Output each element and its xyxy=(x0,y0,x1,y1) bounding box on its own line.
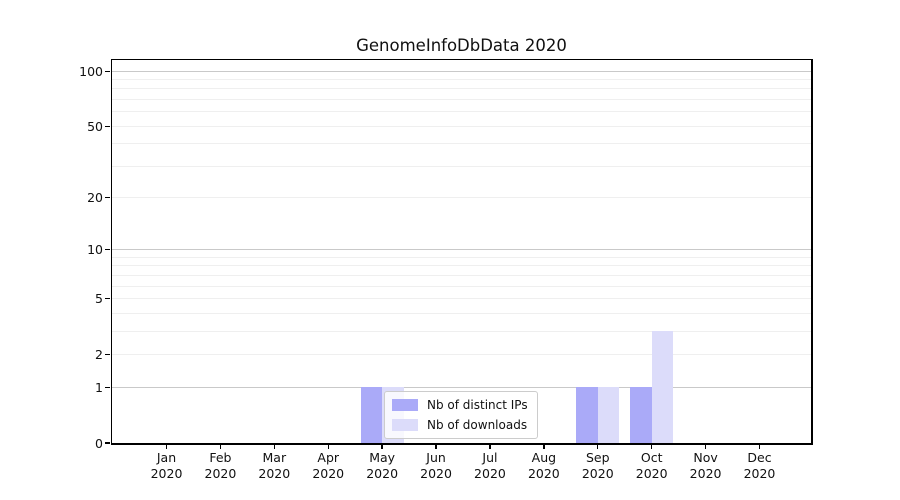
bar-distinct-ips xyxy=(630,387,652,443)
y-gridline-minor xyxy=(112,165,811,167)
bar-distinct-ips xyxy=(360,387,383,443)
y-gridline-minor xyxy=(112,125,811,127)
y-tick-label: 20 xyxy=(87,190,103,206)
y-gridline-minor xyxy=(112,88,811,90)
y-tick-mark xyxy=(105,197,110,199)
chart-title: GenomeInfoDbData 2020 xyxy=(356,36,567,55)
y-tick-label: 2 xyxy=(95,346,103,362)
legend-row-downloads: Nb of downloads xyxy=(392,416,528,434)
legend-row-distinct-ips: Nb of distinct IPs xyxy=(392,396,528,414)
x-tick-label: Jul 2020 xyxy=(474,450,506,481)
y-gridline-major xyxy=(112,70,811,72)
y-gridline-major xyxy=(112,249,811,251)
y-tick-mark xyxy=(105,70,110,72)
y-gridline-minor xyxy=(112,353,811,355)
x-tick-label: Sep 2020 xyxy=(581,450,614,481)
y-gridline-minor xyxy=(112,265,811,267)
x-tick-label: Mar 2020 xyxy=(258,450,291,481)
y-gridline-minor xyxy=(112,79,811,81)
y-tick-mark xyxy=(105,386,110,388)
x-tick-mark xyxy=(597,444,599,449)
y-gridline-minor xyxy=(112,99,811,101)
x-tick-label: May 2020 xyxy=(366,450,399,481)
legend-swatch-distinct-ips xyxy=(392,399,418,411)
y-gridline-minor xyxy=(112,285,811,287)
spine-bottom xyxy=(110,443,813,445)
x-tick-mark xyxy=(543,444,545,449)
bar-downloads xyxy=(597,387,620,443)
x-tick-label: Jun 2020 xyxy=(420,450,452,481)
y-tick-mark xyxy=(105,442,110,444)
spine-top xyxy=(110,58,813,60)
x-tick-mark xyxy=(704,444,707,449)
x-tick-label: Jan 2020 xyxy=(150,450,183,481)
y-gridline-minor xyxy=(112,298,811,300)
y-tick-label: 1 xyxy=(95,379,103,395)
y-gridline-minor xyxy=(112,256,811,258)
x-tick-mark xyxy=(219,444,222,449)
x-tick-label: Apr 2020 xyxy=(312,450,345,481)
y-gridline-minor xyxy=(112,312,811,314)
x-tick-mark xyxy=(489,444,491,449)
legend-label-distinct-ips: Nb of distinct IPs xyxy=(427,398,528,412)
y-tick-label: 5 xyxy=(95,291,103,307)
spine-right xyxy=(811,58,813,445)
x-tick-label: Oct 2020 xyxy=(635,450,668,481)
x-tick-mark xyxy=(651,444,653,449)
y-tick-mark xyxy=(105,249,110,251)
x-tick-mark xyxy=(165,444,168,449)
legend: Nb of distinct IPs Nb of downloads xyxy=(384,391,538,439)
x-tick-label: Aug 2020 xyxy=(527,450,560,481)
y-tick-mark xyxy=(105,297,110,300)
y-tick-label: 50 xyxy=(87,118,103,134)
bar-distinct-ips xyxy=(576,387,598,443)
x-tick-mark xyxy=(273,444,275,449)
y-gridline-minor xyxy=(112,274,811,276)
plot-area xyxy=(112,60,811,443)
x-tick-label: Feb 2020 xyxy=(204,450,237,481)
y-gridline-minor xyxy=(112,330,811,332)
y-gridline-major xyxy=(112,386,811,388)
y-tick-mark xyxy=(105,125,110,127)
x-tick-mark xyxy=(381,444,383,449)
spine-left xyxy=(110,58,112,445)
y-tick-label: 0 xyxy=(95,435,103,451)
y-tick-mark xyxy=(105,353,110,356)
y-gridline-minor xyxy=(112,197,811,199)
y-gridline-minor xyxy=(112,111,811,113)
legend-swatch-downloads xyxy=(392,419,418,431)
x-tick-mark xyxy=(435,444,437,449)
y-tick-label: 100 xyxy=(79,63,103,79)
x-tick-label: Nov 2020 xyxy=(689,450,722,481)
legend-label-downloads: Nb of downloads xyxy=(427,418,528,432)
x-tick-mark xyxy=(758,444,761,449)
x-tick-label: Dec 2020 xyxy=(743,450,776,481)
y-tick-label: 10 xyxy=(87,242,103,258)
bar-downloads xyxy=(651,331,674,443)
x-tick-mark xyxy=(327,444,329,449)
y-gridline-minor xyxy=(112,143,811,145)
